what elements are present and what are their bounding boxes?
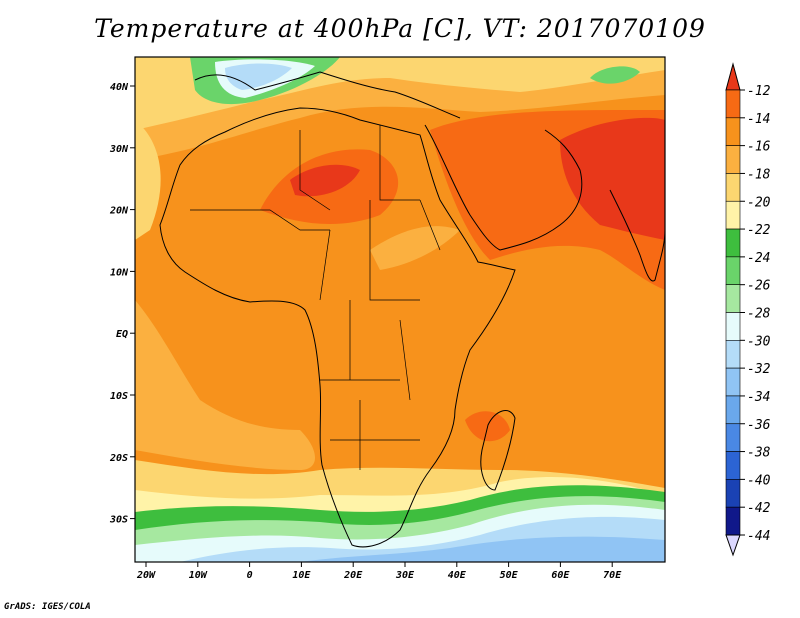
credit-text: GrADS: IGES/COLA <box>4 602 91 612</box>
country-borders <box>190 125 441 470</box>
india-coastline <box>609 189 665 282</box>
colorbar-label: -16 <box>747 140 771 155</box>
latitude-ticks: 40N 30N 20N 10N EQ 10S 20S 30S <box>109 82 135 526</box>
colorbar-swatch <box>725 312 741 341</box>
field-central-pale <box>370 226 460 270</box>
lat-tick-label: 30S <box>109 515 128 526</box>
longitude-ticks: 20W 10W 0 10E 20E 30E 40E 50E 60E 70E <box>136 562 622 581</box>
plot-frame <box>134 56 666 563</box>
colorbar-swatch <box>725 284 741 313</box>
colorbar-label: -14 <box>747 112 770 127</box>
colorbar-swatch <box>725 200 741 230</box>
colorbar-swatch <box>725 340 741 369</box>
field-atlantic-light <box>135 300 315 470</box>
lat-tick-label: 40N <box>110 82 129 93</box>
lat-tick-label: 20S <box>109 453 128 464</box>
colorbar-label: -22 <box>747 223 771 238</box>
lat-tick-label: 20N <box>109 206 129 217</box>
lat-tick-label: 30N <box>109 144 129 155</box>
lon-tick-label: 20W <box>136 570 156 581</box>
colorbar-bottom-arrow <box>725 534 741 557</box>
colorbar-label: -32 <box>747 362 771 377</box>
colorbar-swatch <box>725 256 741 285</box>
lon-tick-label: 20E <box>343 570 363 581</box>
lat-tick-label: EQ <box>116 329 128 340</box>
lon-tick-label: 10W <box>189 570 208 581</box>
map-title: Temperature at 400hPa [C], VT: 201707010… <box>94 14 706 43</box>
lon-tick-label: 70E <box>603 570 622 581</box>
arabia-coastline <box>424 124 583 251</box>
colorbar-swatch <box>725 145 741 174</box>
lon-tick-label: 60E <box>551 570 570 581</box>
colorbar-label: -40 <box>747 473 771 488</box>
colorbar-label: -42 <box>747 501 771 516</box>
lon-tick-label: 10E <box>292 570 311 581</box>
colorbar-top-arrow <box>725 62 741 91</box>
colorbar-swatch <box>725 89 741 119</box>
colorbar-swatch <box>725 423 741 452</box>
field-arabia-hot <box>560 117 665 240</box>
colorbar-swatch <box>725 173 741 202</box>
colorbar-label: -18 <box>747 167 771 182</box>
lat-tick-label: 10N <box>110 267 129 278</box>
colorbar-swatch <box>725 451 741 480</box>
europe-coastline <box>194 71 461 119</box>
colorbar: -12 -14 -16 -18 -20 -22 -24 -26 -28 -30 -32 -34 -36 -… <box>725 62 771 557</box>
field-south-band-7 <box>300 536 665 562</box>
colorbar-swatch <box>725 506 741 536</box>
madagascar-coastline <box>480 410 516 491</box>
colorbar-label: -12 <box>747 84 771 99</box>
field-sahara-hot <box>290 164 360 197</box>
colorbar-label: -36 <box>747 418 771 433</box>
lon-tick-label: 0 <box>247 570 253 581</box>
colorbar-label: -38 <box>747 446 771 461</box>
colorbar-label: -28 <box>747 307 771 322</box>
field-ne-green <box>590 66 640 84</box>
field-med-blue <box>225 63 292 90</box>
colorbar-swatch <box>725 479 741 508</box>
colorbar-label: -34 <box>747 390 770 405</box>
lat-tick-label: 10S <box>110 391 128 402</box>
temperature-field <box>135 57 665 562</box>
colorbar-swatch <box>725 395 741 425</box>
lon-tick-label: 30E <box>395 570 415 581</box>
lon-tick-label: 50E <box>500 570 519 581</box>
colorbar-swatch <box>725 367 741 397</box>
colorbar-label: -24 <box>747 251 770 266</box>
colorbar-label: -26 <box>747 279 771 294</box>
lon-tick-label: 40E <box>448 570 467 581</box>
field-west-pale <box>135 120 161 240</box>
africa-coastline <box>159 107 516 548</box>
colorbar-swatch <box>725 228 741 258</box>
colorbar-label: -20 <box>747 195 771 210</box>
colorbar-swatch <box>725 117 741 146</box>
colorbar-label: -44 <box>747 529 770 544</box>
colorbar-label: -30 <box>747 334 771 349</box>
